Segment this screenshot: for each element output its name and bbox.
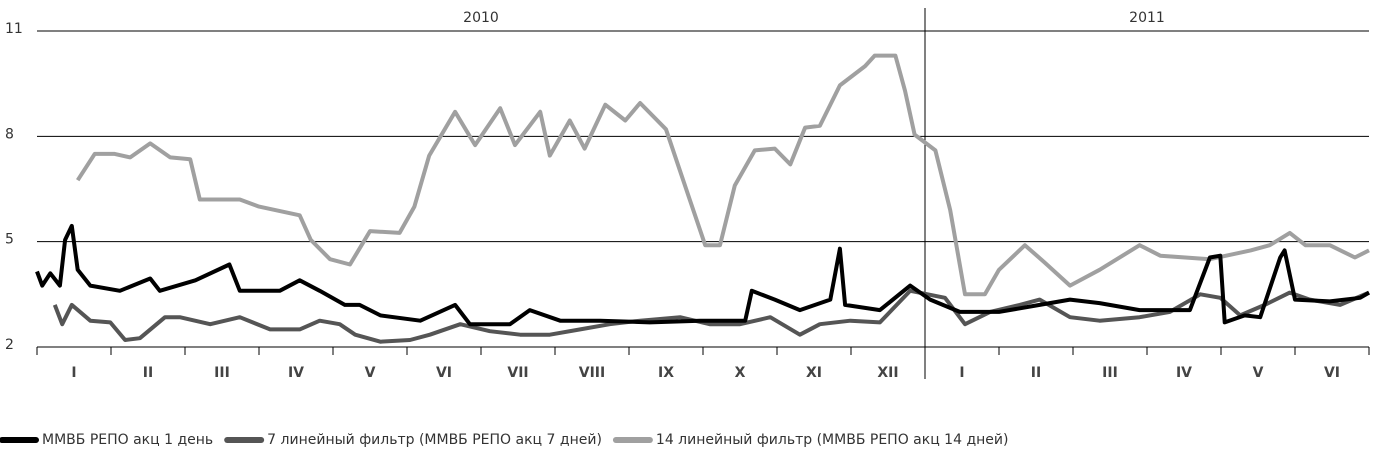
x-tick-label: IV [1176, 365, 1192, 381]
legend-label: 14 линейный фильтр (ММВБ РЕПО акц 14 дне… [656, 432, 1009, 448]
y-tick-label: 2 [5, 337, 14, 353]
year-label: 2011 [1129, 10, 1165, 26]
x-tick-label: VIII [579, 365, 605, 381]
y-tick-label: 8 [5, 126, 14, 142]
x-tick-label: VII [507, 365, 528, 381]
x-tick-label: VI [436, 365, 452, 381]
x-tick-label: III [1102, 365, 1118, 381]
x-tick-label: II [1031, 365, 1041, 381]
x-tick-label: XII [877, 365, 898, 381]
legend-label: ММВБ РЕПО акц 1 день [42, 432, 213, 448]
y-tick-label: 5 [5, 232, 14, 248]
x-tick-label: IX [658, 365, 674, 381]
x-tick-label: VI [1324, 365, 1340, 381]
y-tick-label: 11 [5, 21, 23, 37]
x-tick-label: V [1253, 365, 1264, 381]
x-tick-label: I [71, 365, 76, 381]
x-tick-label: X [735, 365, 746, 381]
series-line [52, 288, 1370, 344]
x-tick-label: II [143, 365, 153, 381]
x-tick-label: I [959, 365, 964, 381]
legend-label: 7 линейный фильтр (ММВБ РЕПО акц 7 дней) [267, 432, 602, 448]
year-label: 2010 [463, 10, 499, 26]
series-line [35, 223, 1371, 327]
x-tick-label: IV [288, 365, 304, 381]
x-tick-label: V [365, 365, 376, 381]
x-tick-label: III [214, 365, 230, 381]
x-tick-label: XI [806, 365, 822, 381]
series-line [76, 53, 1370, 297]
